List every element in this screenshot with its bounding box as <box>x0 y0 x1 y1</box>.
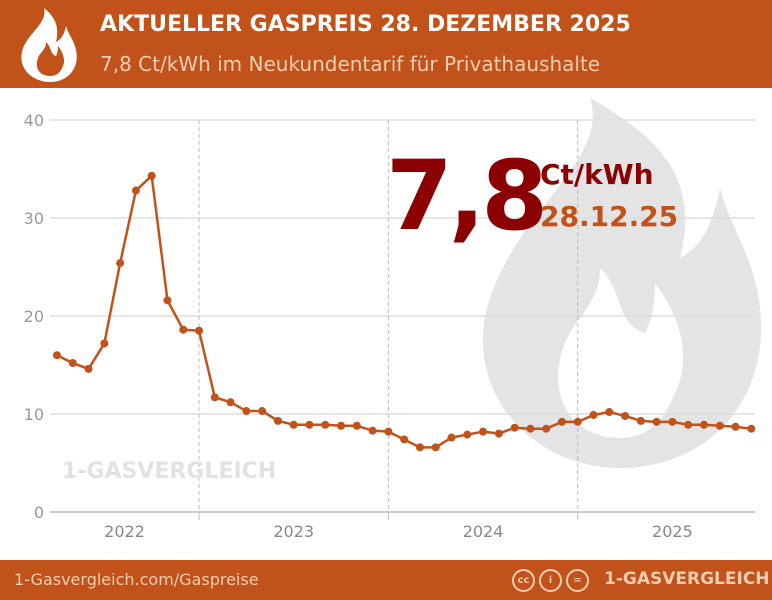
cc-icon: cc <box>512 569 535 592</box>
current-price-date: 28.12.25 <box>540 200 679 233</box>
y-tick-label: 10 <box>24 405 44 424</box>
data-point <box>321 420 330 429</box>
header: AKTUELLER GASPREIS 28. DEZEMBER 2025 7,8… <box>0 0 772 88</box>
current-price-unit: Ct/kWh <box>540 158 654 191</box>
data-point <box>431 443 440 452</box>
data-point <box>368 426 377 435</box>
y-tick-label: 30 <box>24 209 44 228</box>
data-point <box>163 296 172 305</box>
data-point <box>542 424 551 433</box>
price-chart: 0 10 20 30 40 2022 2023 2024 2025 <box>24 98 762 541</box>
page-title: AKTUELLER GASPREIS 28. DEZEMBER 2025 <box>100 12 631 37</box>
watermark-text: 1-GASVERGLEICH <box>62 459 277 484</box>
x-tick-label: 2023 <box>273 522 314 541</box>
data-point <box>621 411 630 420</box>
data-point <box>589 410 598 419</box>
data-point <box>289 420 298 429</box>
data-point <box>668 417 677 426</box>
data-point <box>210 393 219 402</box>
current-price-value: 7,8 <box>386 140 548 252</box>
data-point <box>494 429 503 438</box>
data-point <box>463 430 472 439</box>
data-point <box>652 417 661 426</box>
data-point <box>699 420 708 429</box>
data-point <box>510 423 519 432</box>
data-point <box>179 325 188 334</box>
y-tick-label: 0 <box>34 503 44 522</box>
data-point <box>557 417 566 426</box>
no-derivatives-icon: = <box>566 569 589 592</box>
data-point <box>53 351 61 360</box>
y-tick-label: 20 <box>24 307 44 326</box>
footer-brand: 1-GASVERGLEICH <box>604 569 770 589</box>
data-point <box>242 407 251 416</box>
data-point <box>337 421 346 430</box>
x-tick-label: 2022 <box>104 522 145 541</box>
data-point <box>100 339 109 348</box>
flame-icon <box>21 8 77 82</box>
data-point <box>226 398 235 407</box>
footer-url-link[interactable]: 1-Gasvergleich.com/Gaspreise <box>14 570 259 589</box>
data-point <box>479 427 488 436</box>
flame-watermark <box>482 98 762 468</box>
data-point <box>415 443 424 452</box>
data-point <box>84 364 93 373</box>
data-point <box>747 424 756 433</box>
footer: 1-Gasvergleich.com/Gaspreise cc i = 1-GA… <box>0 560 772 600</box>
x-tick-label: 2024 <box>463 522 504 541</box>
data-point <box>573 417 582 426</box>
attribution-icon: i <box>539 569 562 592</box>
data-point <box>68 359 77 368</box>
data-point <box>384 427 393 436</box>
data-point <box>195 326 204 335</box>
data-point <box>605 408 614 417</box>
data-point <box>305 420 314 429</box>
data-point <box>731 422 740 431</box>
data-point <box>116 259 125 268</box>
data-point <box>400 435 409 444</box>
data-point <box>273 416 282 425</box>
data-point <box>684 420 693 429</box>
data-point <box>447 433 456 442</box>
data-point <box>636 416 645 425</box>
data-point <box>258 407 267 416</box>
page-subtitle: 7,8 Ct/kWh im Neukundentarif für Privath… <box>100 52 601 76</box>
data-point <box>147 171 156 180</box>
data-point <box>352 421 361 430</box>
x-tick-label: 2025 <box>652 522 693 541</box>
data-point <box>526 424 535 433</box>
data-point <box>131 186 140 195</box>
y-tick-label: 40 <box>24 111 44 130</box>
data-point <box>715 421 724 430</box>
